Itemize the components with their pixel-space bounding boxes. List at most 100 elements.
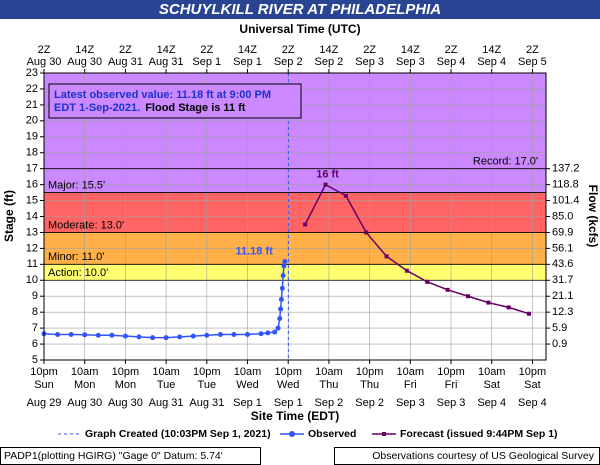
threshold-label: Minor: 11.0' bbox=[48, 251, 104, 263]
x-tick-day: Thu bbox=[319, 379, 338, 391]
y2-tick-label: 56.1 bbox=[552, 242, 573, 254]
y-tick-label: 12 bbox=[26, 242, 38, 254]
x-top-tick-label: 2Z bbox=[363, 44, 376, 56]
plot-frame bbox=[43, 72, 547, 361]
x-tick-label: 10am bbox=[397, 366, 425, 378]
x-tick-day: Sun bbox=[34, 379, 54, 391]
y-tick-label: 7 bbox=[32, 322, 38, 334]
x-tick-label: 10am bbox=[234, 366, 262, 378]
annotation: 11.18 ft bbox=[236, 245, 274, 257]
point bbox=[150, 335, 156, 341]
x-top-tick-date: Aug 31 bbox=[108, 56, 143, 68]
x-top-tick-label: 2Z bbox=[200, 44, 213, 56]
point bbox=[277, 316, 283, 322]
point bbox=[465, 294, 470, 299]
y-tick-label: 11 bbox=[27, 258, 38, 270]
x-axis-title: Site Time (EDT) bbox=[251, 409, 339, 423]
x-tick-day: Mon bbox=[74, 379, 95, 391]
threshold-label: Action: 10.0' bbox=[48, 267, 108, 279]
y2-tick-label: 69.9 bbox=[552, 226, 573, 238]
footer-left: PADP1(plotting HGIRG) "Gage 0" Datum: 5.… bbox=[4, 450, 223, 462]
y-tick-label: 6 bbox=[32, 338, 38, 350]
point bbox=[204, 332, 210, 338]
x-top-tick-label: 14Z bbox=[157, 44, 176, 56]
point bbox=[136, 334, 142, 340]
point bbox=[425, 279, 430, 284]
point bbox=[95, 332, 101, 338]
x-tick-date: Aug 31 bbox=[189, 397, 224, 409]
y-tick-label: 18 bbox=[26, 147, 38, 159]
x-tick-label: 10pm bbox=[274, 366, 302, 378]
x-top-tick-date: Sep 5 bbox=[518, 56, 547, 68]
point bbox=[177, 334, 183, 340]
legend-label: Observed bbox=[308, 428, 356, 440]
y2-tick-label: 12.3 bbox=[552, 306, 573, 318]
y2-tick-label: 31.7 bbox=[552, 274, 573, 286]
point bbox=[272, 329, 278, 335]
threshold-label: Major: 15.5' bbox=[48, 179, 105, 191]
y-tick-label: 21 bbox=[26, 99, 38, 111]
footer-right: Observations courtesy of US Geological S… bbox=[372, 450, 595, 462]
x-tick-label: 10am bbox=[152, 366, 180, 378]
y2-tick-label: 137.2 bbox=[552, 163, 580, 175]
point bbox=[506, 305, 511, 310]
y2-tick-label: 101.4 bbox=[552, 194, 580, 206]
y2-tick-label: 21.1 bbox=[552, 290, 573, 302]
x-top-tick-date: Sep 4 bbox=[437, 56, 466, 68]
x-tick-date: Sep 1 bbox=[233, 397, 262, 409]
point bbox=[364, 230, 369, 235]
point bbox=[282, 258, 288, 264]
point bbox=[275, 325, 281, 331]
point bbox=[245, 331, 251, 337]
x-top-tick-label: 2Z bbox=[38, 44, 51, 56]
point bbox=[217, 331, 223, 337]
x-top-tick-label: 2Z bbox=[526, 44, 539, 56]
x-top-tick-label: 2Z bbox=[282, 44, 295, 56]
x-top-tick-date: Sep 1 bbox=[233, 56, 262, 68]
y-tick-label: 5 bbox=[32, 354, 38, 366]
x-tick-label: 10am bbox=[478, 366, 506, 378]
x-tick-day: Wed bbox=[236, 379, 258, 391]
y-tick-label: 10 bbox=[26, 274, 38, 286]
x-top-tick-label: 2Z bbox=[119, 44, 132, 56]
x-tick-label: 10pm bbox=[112, 366, 140, 378]
x-top-tick-label: 14Z bbox=[482, 44, 501, 56]
threshold-band bbox=[44, 192, 546, 233]
point bbox=[278, 306, 284, 312]
y-tick-label: 13 bbox=[26, 226, 38, 238]
y-tick-label: 15 bbox=[26, 194, 38, 206]
x-top-tick-date: Sep 2 bbox=[315, 56, 344, 68]
x-tick-date: Aug 29 bbox=[27, 397, 62, 409]
point bbox=[82, 332, 88, 338]
point bbox=[258, 331, 264, 337]
x-tick-day: Fri bbox=[404, 379, 417, 391]
point bbox=[384, 254, 389, 259]
point bbox=[163, 335, 169, 341]
x-tick-date: Sep 3 bbox=[437, 397, 466, 409]
point bbox=[404, 268, 409, 273]
y-tick-label: 17 bbox=[26, 163, 38, 175]
x-top-tick-label: 14Z bbox=[75, 44, 94, 56]
top-axis-title: Universal Time (UTC) bbox=[239, 22, 360, 36]
point bbox=[303, 222, 308, 227]
point bbox=[527, 311, 532, 316]
y2-tick-label: 5.9 bbox=[552, 322, 567, 334]
chart-title: SCHUYLKILL RIVER AT PHILADELPHIA bbox=[159, 1, 441, 18]
legend-marker bbox=[289, 431, 295, 437]
point bbox=[279, 285, 285, 291]
y-tick-label: 22 bbox=[26, 83, 38, 95]
x-tick-label: 10pm bbox=[519, 366, 547, 378]
point bbox=[55, 331, 61, 337]
latest-line1: Latest observed value: 11.18 ft at 9:00 … bbox=[54, 89, 271, 101]
point bbox=[343, 193, 348, 198]
x-tick-date: Aug 30 bbox=[108, 397, 143, 409]
x-top-tick-date: Sep 1 bbox=[192, 56, 221, 68]
x-top-tick-label: 2Z bbox=[445, 44, 458, 56]
x-tick-date: Sep 4 bbox=[518, 397, 547, 409]
y-tick-label: 23 bbox=[26, 67, 38, 79]
x-tick-label: 10pm bbox=[193, 366, 221, 378]
annotation: 16 ft bbox=[316, 169, 339, 181]
x-tick-date: Sep 2 bbox=[355, 397, 384, 409]
threshold-band bbox=[44, 264, 546, 281]
